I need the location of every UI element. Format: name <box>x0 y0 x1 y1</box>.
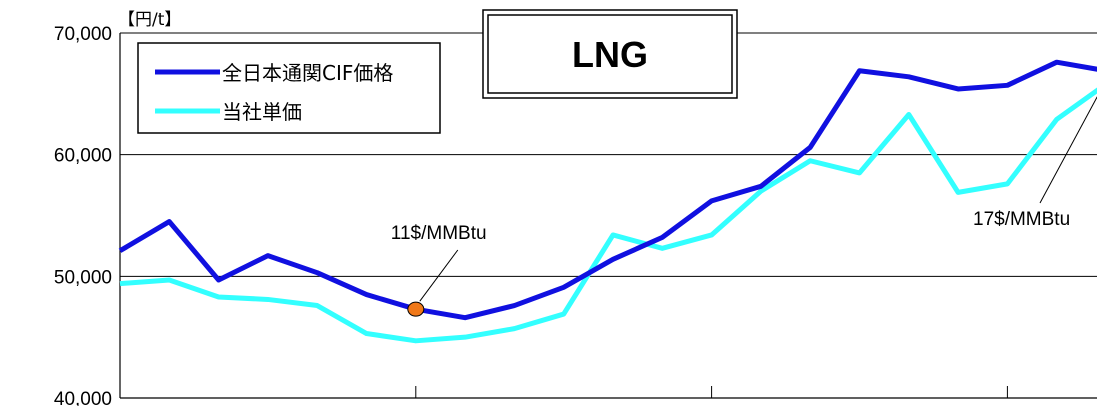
annotation-layer: 11$/MMBtu 17$/MMBtu <box>391 96 1097 317</box>
annotation-leader-17 <box>1039 96 1097 204</box>
y-tick-label: 70,000 <box>54 24 112 45</box>
annotation-label-11: 11$/MMBtu <box>391 223 487 244</box>
title-frame-inner <box>487 14 733 94</box>
annotation-label-17: 17$/MMBtu <box>973 209 1070 230</box>
series-layer <box>118 59 1097 344</box>
legend-label-cif: 全日本通関CIF価格 <box>222 61 393 85</box>
series-line-cif <box>118 59 1097 321</box>
legend: 全日本通関CIF価格 当社単価 <box>137 42 441 134</box>
axis-layer: 40,000 50,000 60,000 70,000 <box>54 24 1097 406</box>
y-tick-label: 50,000 <box>54 267 112 288</box>
title-frame-outer <box>482 9 738 99</box>
legend-label-company: 当社単価 <box>222 100 302 124</box>
annotation-leader-11 <box>419 249 459 302</box>
y-tick-label: 40,000 <box>54 389 112 406</box>
y-unit-label: 【円/t】 <box>118 10 181 30</box>
series-line-company <box>119 87 1097 344</box>
y-tick-label: 60,000 <box>54 146 112 167</box>
annotation-marker <box>407 301 425 317</box>
legend-frame <box>137 42 441 134</box>
chart-title: LNG <box>572 34 648 75</box>
chart-title-box: LNG <box>482 9 738 99</box>
